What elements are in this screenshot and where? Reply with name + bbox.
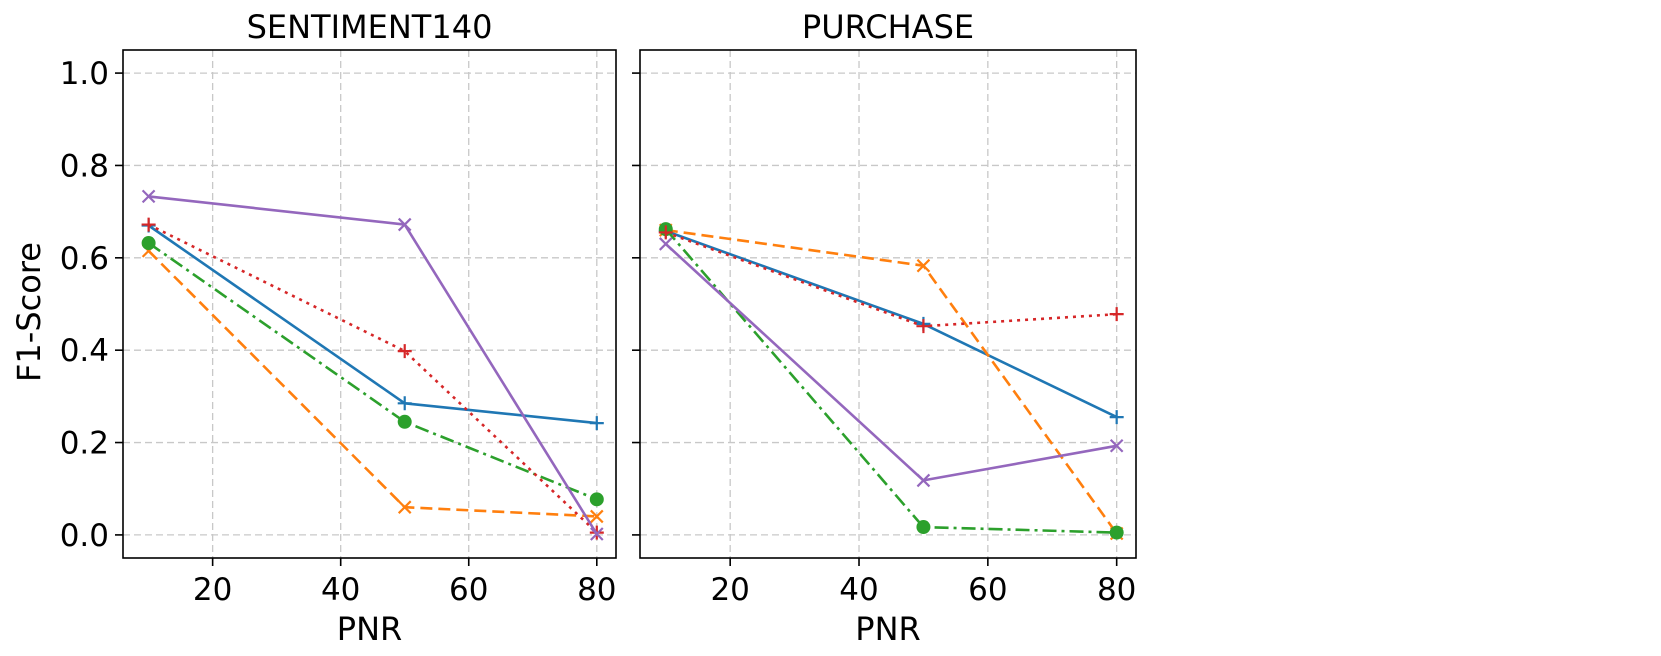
x-tick-label: 80 <box>577 572 616 608</box>
data-point-s0-2 <box>589 416 604 431</box>
y-axis-label: F1-Score <box>10 242 48 382</box>
series-line-2 <box>147 241 598 501</box>
series-line-4 <box>664 243 1117 482</box>
data-point-s3-0 <box>658 225 673 240</box>
data-point-s2-0 <box>141 236 156 251</box>
series-line-0 <box>665 229 1118 419</box>
chart-panels: 20 40 60 80 0.0 0.2 0.4 0.6 0.8 1.0 SENTIMENT140 PN… <box>10 8 1137 648</box>
x-tick-label: 60 <box>449 572 488 608</box>
plot-frame <box>639 49 1137 559</box>
series-line-4 <box>148 195 598 535</box>
x-tick-label: 20 <box>193 572 232 608</box>
data-point-s4-2 <box>590 527 604 541</box>
data-point-s3-1 <box>397 344 412 359</box>
panel-title: SENTIMENT140 <box>247 8 493 46</box>
data-point-s0-2 <box>1109 410 1124 425</box>
data-point-s2-2 <box>1109 525 1124 540</box>
data-point-s2-2 <box>589 492 604 507</box>
x-tick-label: 40 <box>839 572 878 608</box>
y-tick-label: 0.0 <box>60 518 109 554</box>
panel-title: PURCHASE <box>802 8 974 46</box>
y-tick-label: 0.4 <box>60 333 109 369</box>
plot-frame <box>122 49 617 559</box>
x-tick-label: 40 <box>321 572 360 608</box>
data-point-s1-1 <box>397 500 412 514</box>
x-tick-label: 20 <box>710 572 749 608</box>
data-point-s1-2 <box>590 509 604 524</box>
data-point-s3-0 <box>141 217 156 232</box>
series-line-0 <box>147 224 597 425</box>
y-tick-label: 0.2 <box>60 426 109 462</box>
data-point-s0-1 <box>397 396 412 411</box>
data-point-s1-1 <box>916 258 931 273</box>
data-point-s4-1 <box>916 473 931 488</box>
series-line-2 <box>664 228 1117 534</box>
x-tick-label: 80 <box>1097 572 1136 608</box>
x-tick-label: 60 <box>968 572 1007 608</box>
y-tick-label: 0.6 <box>60 241 109 277</box>
x-axis-label: PNR <box>855 610 920 648</box>
data-point-s4-1 <box>397 217 412 232</box>
data-point-s2-1 <box>397 414 412 429</box>
data-point-s3-1 <box>916 319 931 334</box>
data-point-s4-0 <box>658 237 673 251</box>
panel-0: 20 40 60 80 0.0 0.2 0.4 0.6 0.8 1.0 SENTIMENT140 PN… <box>10 8 617 648</box>
data-point-s4-0 <box>141 189 156 204</box>
data-point-s4-2 <box>1109 439 1124 453</box>
y-tick-label: 0.8 <box>60 148 109 184</box>
panel-1: 20 40 60 80 PURCHASE PNR <box>632 8 1137 648</box>
y-tick-label: 1.0 <box>60 56 109 92</box>
data-point-s3-2 <box>1109 307 1124 322</box>
x-axis-label: PNR <box>337 610 402 648</box>
data-point-s2-1 <box>916 520 931 535</box>
